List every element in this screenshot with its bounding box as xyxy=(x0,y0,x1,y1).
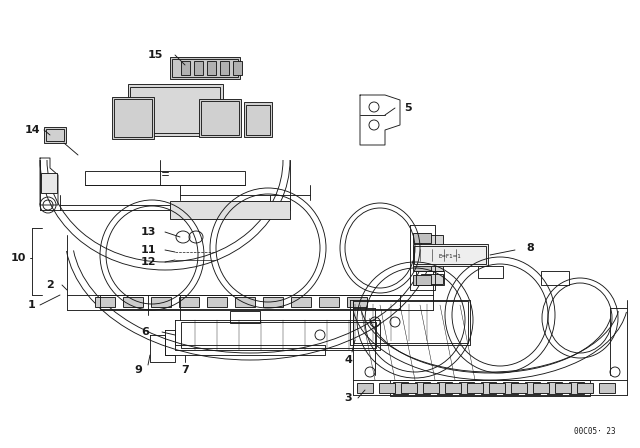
Bar xyxy=(130,87,220,133)
Text: 13: 13 xyxy=(140,227,156,237)
Bar xyxy=(220,61,228,75)
Bar xyxy=(599,383,615,393)
Bar xyxy=(414,246,486,264)
Bar xyxy=(555,383,571,393)
Bar xyxy=(172,59,238,77)
Bar xyxy=(44,127,66,143)
Bar xyxy=(232,61,241,75)
Bar xyxy=(46,129,64,141)
Bar xyxy=(179,297,199,307)
Bar xyxy=(193,61,202,75)
Bar xyxy=(547,382,561,394)
Bar xyxy=(413,247,431,257)
Bar xyxy=(379,383,395,393)
Bar xyxy=(353,301,467,343)
Bar xyxy=(357,383,373,393)
Bar xyxy=(201,101,239,135)
Bar xyxy=(123,297,143,307)
Bar xyxy=(170,57,240,79)
Bar xyxy=(85,171,245,185)
Bar xyxy=(458,382,474,394)
Bar xyxy=(421,235,443,245)
Bar xyxy=(423,383,439,393)
Text: 12: 12 xyxy=(140,257,156,267)
Bar xyxy=(577,383,593,393)
Bar xyxy=(392,382,408,394)
Bar xyxy=(291,297,311,307)
Text: 11: 11 xyxy=(140,245,156,255)
Bar xyxy=(41,173,57,193)
Text: 10: 10 xyxy=(10,253,26,263)
Text: 6: 6 xyxy=(141,327,149,337)
Bar xyxy=(421,261,443,271)
Text: 14: 14 xyxy=(24,125,40,135)
Bar xyxy=(170,201,290,219)
Bar xyxy=(151,297,171,307)
Bar xyxy=(95,297,115,307)
Text: E=F1=1: E=F1=1 xyxy=(438,254,461,258)
Bar xyxy=(390,380,590,396)
Bar xyxy=(413,261,431,271)
Bar xyxy=(127,84,223,136)
Bar xyxy=(207,297,227,307)
Text: 8: 8 xyxy=(526,243,534,253)
Text: 7: 7 xyxy=(181,365,189,375)
Bar xyxy=(244,103,272,138)
Text: 2: 2 xyxy=(46,280,54,290)
Bar xyxy=(421,274,443,284)
Bar xyxy=(319,297,339,307)
Bar xyxy=(421,248,443,258)
Bar xyxy=(413,233,431,243)
Text: 15: 15 xyxy=(147,50,163,60)
Bar xyxy=(230,311,260,323)
Bar xyxy=(180,61,189,75)
Bar xyxy=(416,271,444,285)
Bar xyxy=(413,244,488,266)
Bar xyxy=(347,297,367,307)
Bar xyxy=(263,297,283,307)
Bar xyxy=(489,383,505,393)
Text: 5: 5 xyxy=(404,103,412,113)
Bar xyxy=(401,383,417,393)
Text: 1: 1 xyxy=(28,300,36,310)
Bar xyxy=(112,97,154,139)
Bar xyxy=(100,295,400,309)
Bar xyxy=(525,382,540,394)
Bar xyxy=(481,382,495,394)
Bar xyxy=(436,382,451,394)
Text: 4: 4 xyxy=(344,355,352,365)
Bar xyxy=(541,271,569,285)
Bar xyxy=(235,297,255,307)
Bar xyxy=(180,322,376,348)
Text: 3: 3 xyxy=(344,393,352,403)
Bar xyxy=(415,382,429,394)
Bar xyxy=(199,99,241,137)
Bar xyxy=(246,105,270,135)
Bar xyxy=(445,383,461,393)
Bar xyxy=(533,383,549,393)
Text: 00C05· 23: 00C05· 23 xyxy=(574,427,616,436)
Bar xyxy=(413,275,431,285)
Text: 9: 9 xyxy=(134,365,142,375)
Bar xyxy=(502,382,518,394)
Bar xyxy=(467,383,483,393)
Bar xyxy=(511,383,527,393)
Bar xyxy=(477,266,502,278)
Bar xyxy=(207,61,216,75)
Bar xyxy=(568,382,584,394)
Bar xyxy=(114,99,152,137)
